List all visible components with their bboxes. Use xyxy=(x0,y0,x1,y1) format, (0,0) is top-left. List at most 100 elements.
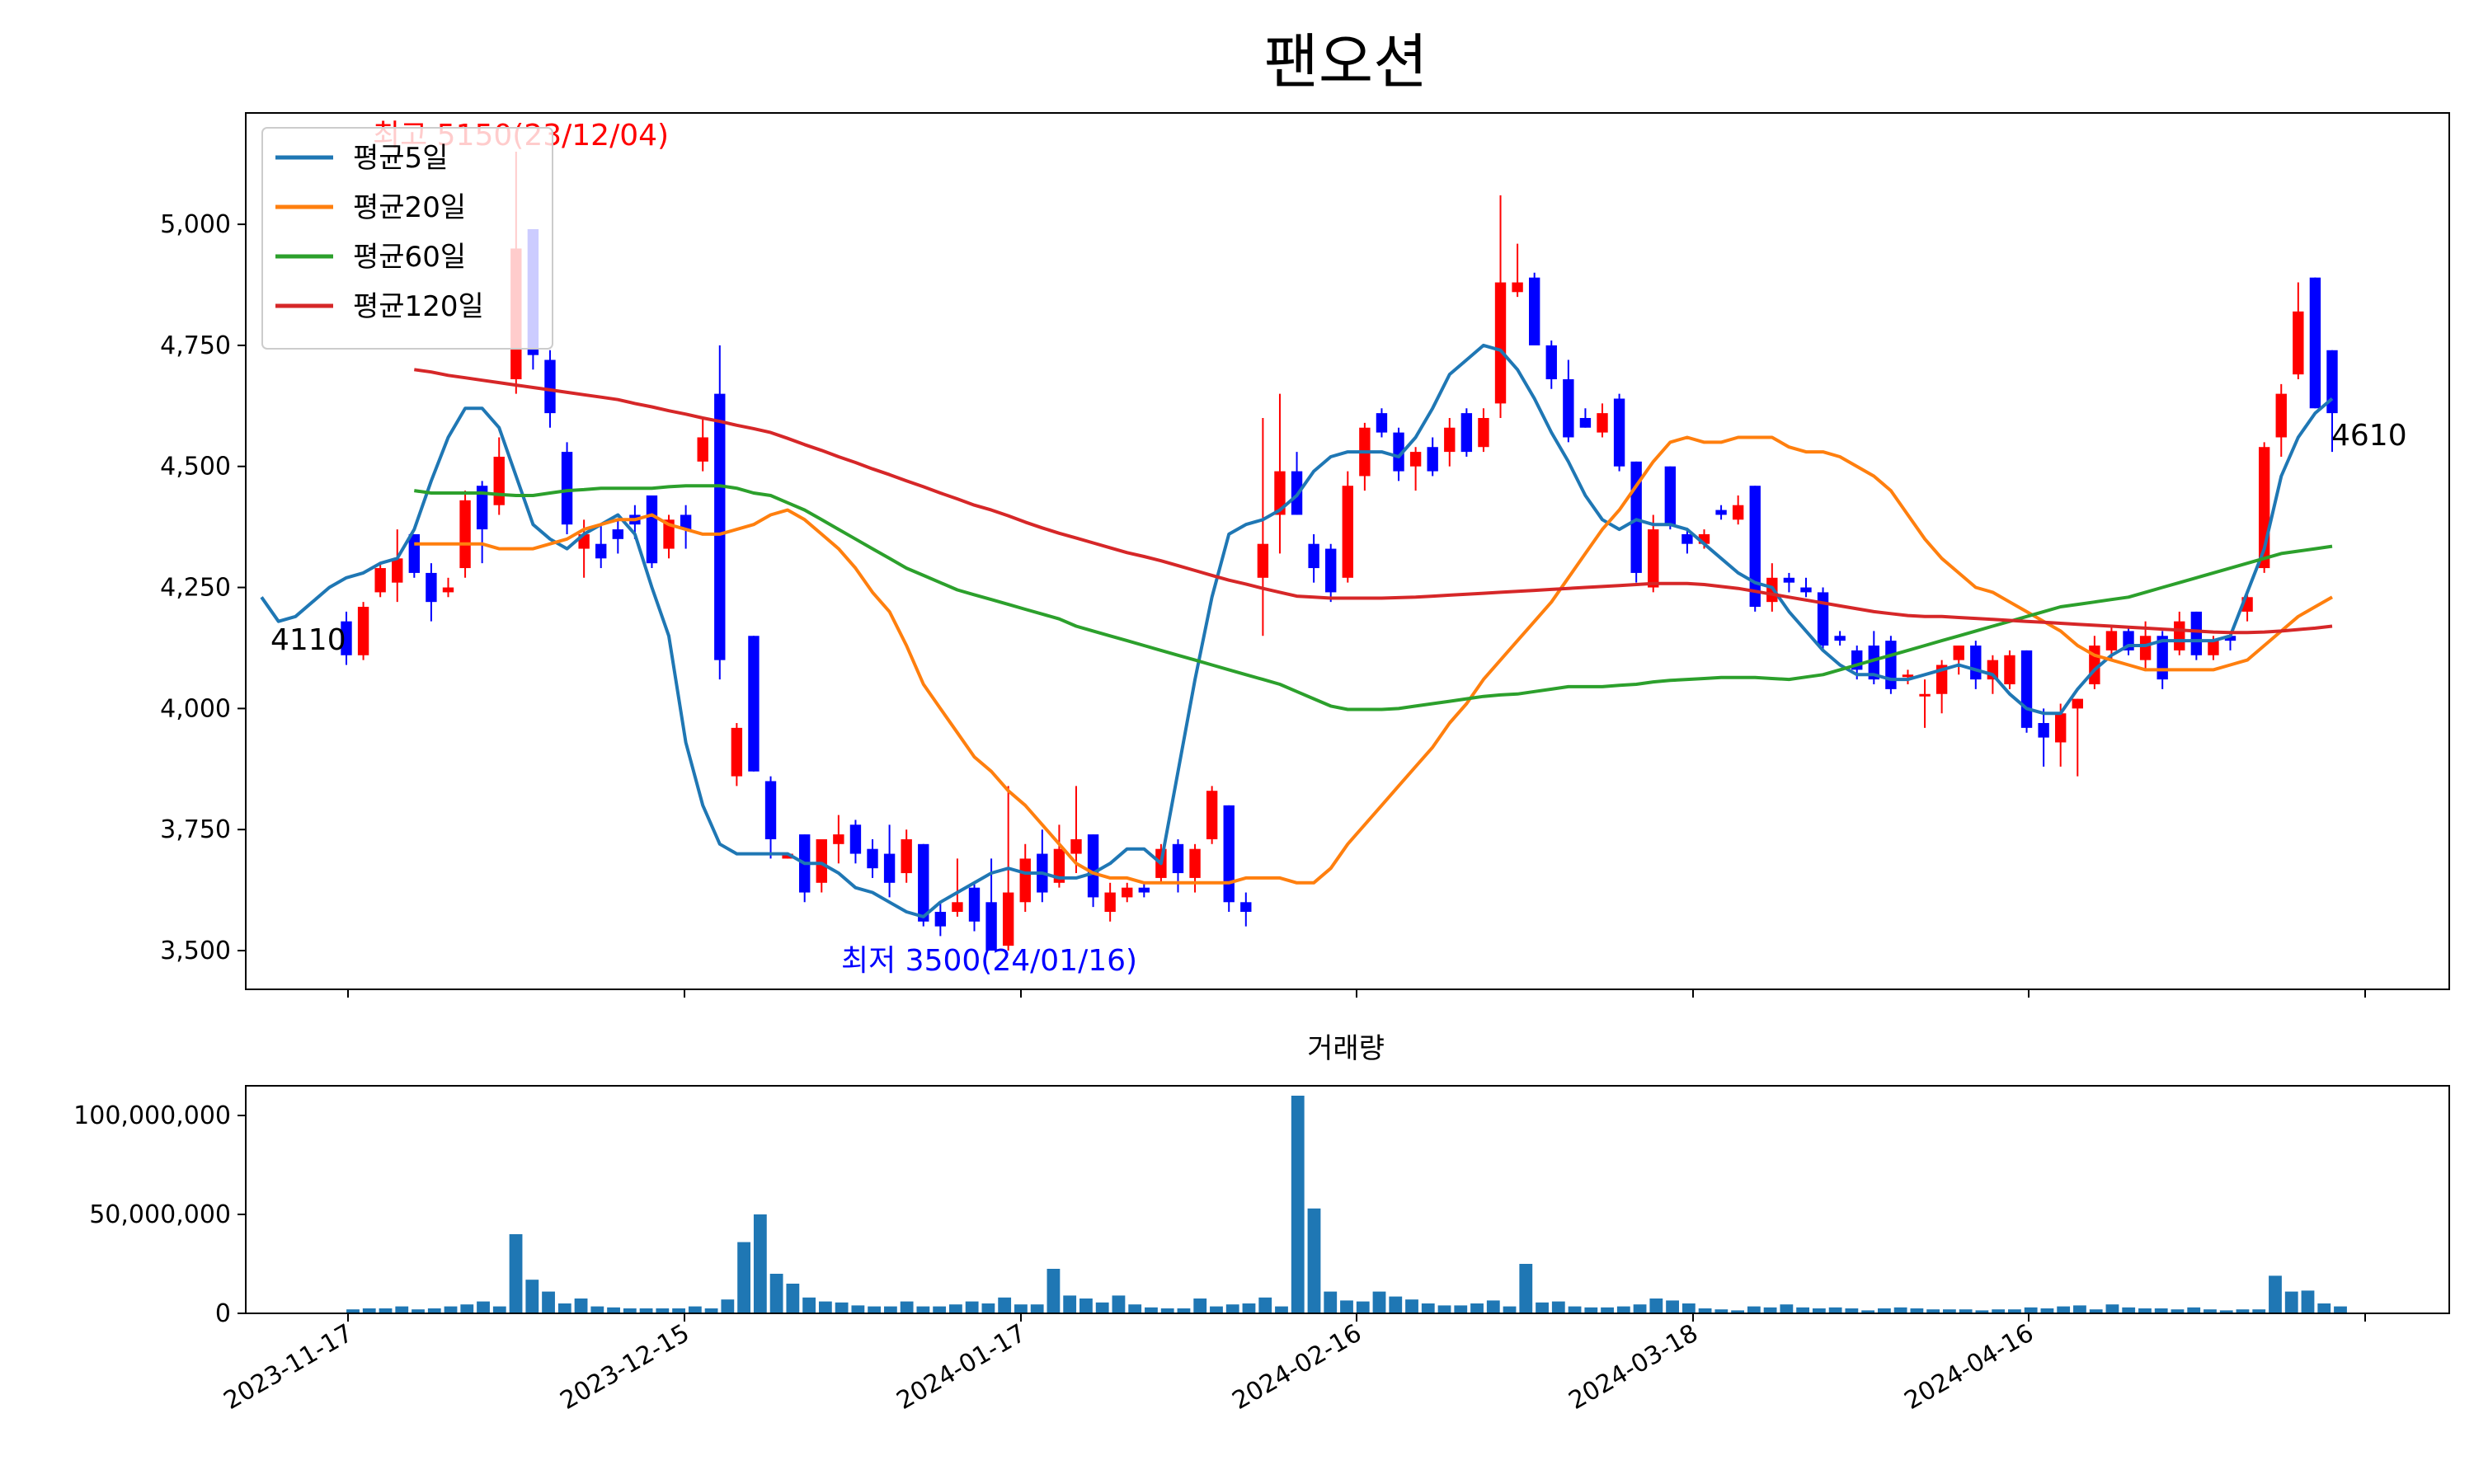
volume-bar xyxy=(1258,1297,1272,1313)
volume-bar xyxy=(542,1291,555,1313)
volume-bar xyxy=(2089,1309,2103,1313)
volume-bar xyxy=(1437,1305,1451,1313)
candle-body xyxy=(2293,311,2304,375)
candle-body xyxy=(1749,486,1761,608)
candle-body xyxy=(2072,698,2083,709)
candle-body xyxy=(714,393,726,660)
volume-bar xyxy=(835,1302,849,1313)
volume-bar xyxy=(1714,1309,1729,1313)
candle-body xyxy=(1325,548,1337,593)
volume-bar xyxy=(1616,1306,1630,1313)
candle-body xyxy=(901,838,912,874)
ma120-line xyxy=(414,368,2333,635)
volume-bar xyxy=(1568,1306,1582,1313)
volume-bar xyxy=(1584,1307,1598,1313)
candle-body xyxy=(1070,838,1082,854)
x-tick-label: 2023-11-17 xyxy=(219,1319,358,1416)
candle-body xyxy=(1698,533,1710,544)
volume-bar xyxy=(1959,1309,1973,1313)
volume-bar xyxy=(1877,1308,1891,1313)
volume-bar xyxy=(1812,1308,1826,1313)
volume-bar xyxy=(1681,1303,1696,1313)
candle-body xyxy=(849,824,862,854)
volume-bar xyxy=(1601,1307,1614,1313)
candle-body xyxy=(1019,858,1031,903)
volume-bar xyxy=(1372,1291,1386,1313)
candle-body xyxy=(1342,486,1353,578)
volume-bar xyxy=(1910,1308,1924,1313)
volume-bar xyxy=(2008,1309,2021,1313)
volume-bar xyxy=(1307,1208,1321,1313)
x-tick-label: 2024-02-16 xyxy=(1228,1319,1366,1416)
candle-body xyxy=(392,558,403,583)
volume-bar xyxy=(672,1308,685,1313)
volume-bar xyxy=(1128,1304,1142,1313)
candle-body xyxy=(2020,650,2033,728)
volume-bar xyxy=(1633,1304,1647,1313)
x-tick-label: 2024-04-16 xyxy=(1900,1319,2039,1416)
volume-bar xyxy=(2105,1304,2119,1313)
volume-bar xyxy=(965,1301,979,1313)
volume-bar xyxy=(1926,1309,1940,1313)
x-tick-label: 2024-01-17 xyxy=(892,1319,1031,1416)
volume-bar xyxy=(1666,1300,1679,1313)
candle-body xyxy=(1817,592,1829,646)
candle-body xyxy=(459,500,471,569)
volume-bar xyxy=(1780,1304,1794,1313)
candle-body xyxy=(764,781,777,839)
candle-body xyxy=(1460,413,1473,453)
candle-body xyxy=(1409,452,1422,467)
candle-body xyxy=(2139,636,2152,660)
volume-bar xyxy=(1893,1307,1907,1313)
volume-bar xyxy=(721,1299,735,1313)
volume-bar xyxy=(1470,1303,1484,1313)
volume-bar xyxy=(1845,1308,1859,1313)
candle-body xyxy=(374,568,386,593)
volume-bar xyxy=(1828,1307,1842,1313)
volume-bar xyxy=(1698,1308,1712,1313)
candle-body xyxy=(1970,646,1982,680)
candle-body xyxy=(1308,543,1319,569)
volume-bar xyxy=(851,1305,865,1313)
volume-chart-title: 거래량 xyxy=(1307,1032,1385,1065)
candle-body xyxy=(697,437,708,462)
volume-bar xyxy=(1747,1306,1761,1313)
volume-bar xyxy=(998,1297,1012,1313)
volume-bar xyxy=(1356,1301,1370,1313)
volume-bar xyxy=(2122,1307,2136,1313)
volume-bar xyxy=(477,1301,490,1313)
candle-body xyxy=(1597,413,1608,433)
y-tick-label: 4,000 xyxy=(160,694,231,723)
candle-body xyxy=(1189,848,1201,878)
volume-bar xyxy=(1405,1299,1418,1313)
candle-body xyxy=(1868,646,1879,680)
volume-bar xyxy=(704,1308,718,1313)
candle-body xyxy=(612,529,623,539)
volume-bar xyxy=(2334,1306,2347,1313)
volume-bar xyxy=(981,1303,995,1313)
candle-body xyxy=(493,456,505,505)
candle-body xyxy=(1800,587,1812,593)
volume-bar xyxy=(900,1301,914,1313)
candle-body xyxy=(1206,791,1218,839)
volume-bar xyxy=(525,1280,539,1313)
volume-bar xyxy=(916,1306,930,1313)
x-tick-label: 2023-12-15 xyxy=(556,1319,694,1416)
volume-bar xyxy=(1047,1269,1061,1313)
volume-bar xyxy=(412,1309,425,1313)
volume-bar xyxy=(802,1297,816,1313)
candle-body xyxy=(561,452,573,525)
volume-bar xyxy=(1324,1291,1338,1313)
volume-bar xyxy=(395,1306,409,1313)
candle-body xyxy=(1732,505,1744,520)
first-close-annotation: 4110 xyxy=(270,623,346,657)
candle-body xyxy=(1427,447,1438,472)
candle-body xyxy=(1919,693,1931,697)
candle-body xyxy=(1783,577,1795,583)
volume-bar xyxy=(933,1306,947,1313)
volume-bar xyxy=(1340,1300,1353,1313)
volume-bar xyxy=(2236,1309,2250,1313)
candle-body xyxy=(782,853,793,859)
